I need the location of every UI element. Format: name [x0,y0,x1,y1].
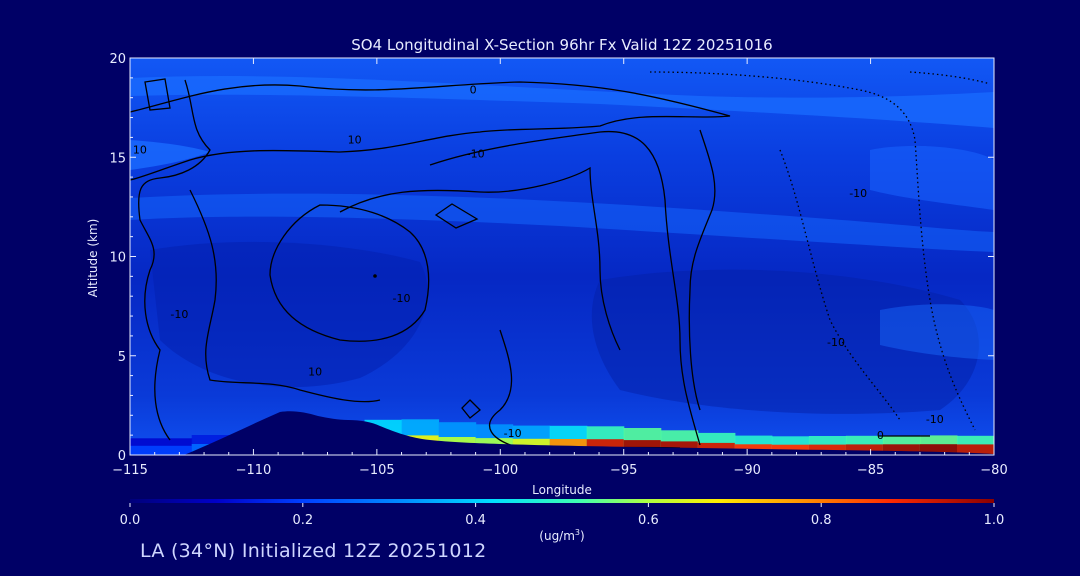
contour-lines [130,71,991,450]
contour-line [434,203,479,229]
y-tick-label: 15 [109,151,126,166]
colorbar-tick-label: 0.0 [120,513,141,528]
east-low-light [880,304,994,360]
contour-center-dot [373,274,377,278]
contour-line [461,399,481,419]
y-axis-label: Altitude (km) [86,219,100,298]
contour-line [130,81,731,181]
x-tick-label: −105 [359,463,395,478]
colorbar-gradient [130,499,994,503]
x-tick-label: −115 [112,463,148,478]
plot-area [130,58,994,455]
x-tick-label: −110 [236,463,272,478]
y-axis: 0 5 10 15 20 [109,52,994,464]
colorbar-tick-label: 0.4 [465,513,486,528]
contour-label: -10 [170,308,188,321]
contour-line [688,129,716,411]
x-axis: −115 −110 −105 −100 −95 −90 −85 −80 [112,58,1008,478]
contour-line [137,79,211,441]
contour-label: -10 [504,427,522,440]
east-light-patch [870,145,994,210]
contour-line [269,204,430,342]
footer-init-label: LA (34°N) Initialized 12Z 20251012 [140,540,487,562]
contour-line-dotted [779,149,901,421]
y-tick-label: 20 [109,52,126,67]
contour-label: -10 [827,336,845,349]
y-tick-label: 5 [118,350,126,365]
colorbar-unit-close: ) [580,529,585,543]
contour-label: -10 [849,187,867,200]
x-tick-label: −100 [482,463,518,478]
chart-title: SO4 Longitudinal X-Section 96hr Fx Valid… [351,36,772,54]
contour-line [429,130,701,446]
surface-cell [130,445,193,455]
surface-cell [882,444,921,455]
contour-label: 0 [877,429,884,442]
contour-label: -10 [926,413,944,426]
contour-line [144,78,171,111]
contour-label: 0 [470,84,477,97]
x-tick-label: −85 [857,463,884,478]
surface-cell [919,444,958,455]
x-tick-label: −80 [980,463,1007,478]
contour-line [339,166,621,351]
surface-cell [957,444,994,455]
contour-label: -10 [393,292,411,305]
x-axis-label: Longitude [532,483,592,497]
contour-label: 10 [348,133,362,146]
y-tick-label: 10 [109,251,126,266]
surface-cell [808,444,847,455]
contour-label: 10 [133,143,147,156]
x-tick-label: −90 [733,463,760,478]
colorbar-unit-text: (ug/m [539,529,575,543]
contour-label: 10 [308,366,322,379]
y-tick-label: 0 [118,449,126,464]
colorbar-tick-label: 0.6 [638,513,659,528]
colorbar-tick-label: 0.8 [811,513,832,528]
terrain-profile [184,411,994,455]
colorbar-tick-label: 1.0 [984,513,1005,528]
colorbar-tick-label: 0.2 [292,513,313,528]
contour-line [189,189,381,403]
dark-core-east [591,269,979,414]
colorbar-unit-sup: 3 [575,528,580,537]
contour-label: -10 [467,147,485,160]
light-band-west [130,140,210,170]
colorbar-unit-label: (ug/m3) [539,528,584,543]
surface-cell [845,444,884,455]
x-tick-label: −95 [610,463,637,478]
colorbar: 0.0 0.2 0.4 0.6 0.8 1.0 [120,499,1005,528]
